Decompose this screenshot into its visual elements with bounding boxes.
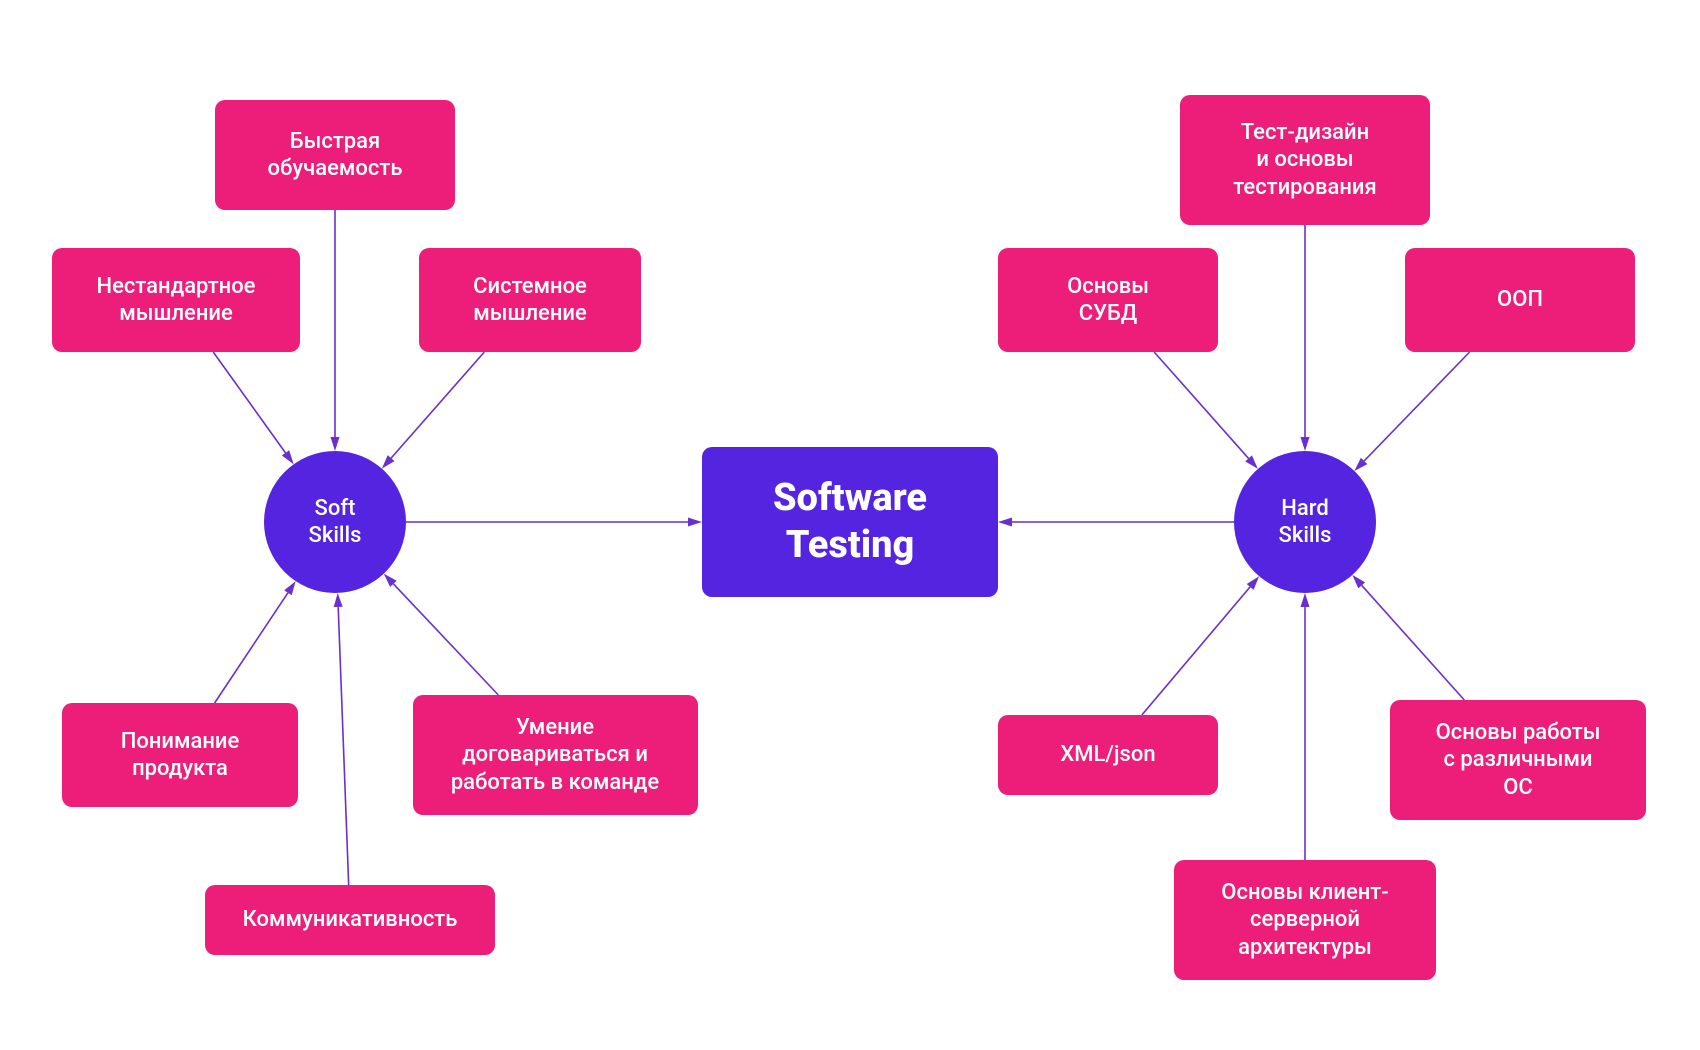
node-hard: Hard Skills	[1234, 451, 1376, 593]
edge-arrowhead	[282, 450, 294, 464]
node-label: Понимание продукта	[109, 722, 252, 789]
node-s_system: Системное мышление	[419, 248, 641, 352]
node-label: Основы СУБД	[1055, 267, 1161, 334]
node-h_xmljson: XML/json	[998, 715, 1218, 795]
edge-line	[393, 584, 498, 695]
node-label: Software Testing	[761, 469, 939, 576]
node-s_product: Понимание продукта	[62, 703, 298, 807]
node-s_comm: Коммуникативность	[205, 885, 495, 955]
node-label: Коммуникативность	[231, 900, 470, 940]
node-h_clientsrv: Основы клиент- серверной архитектуры	[1174, 860, 1436, 980]
node-s_fastlearn: Быстрая обучаемость	[215, 100, 455, 210]
node-label: Умение договариваться и работать в коман…	[439, 708, 671, 803]
edge-arrowhead	[331, 437, 340, 451]
edge-arrowhead	[284, 581, 296, 595]
node-label: ООП	[1485, 280, 1555, 320]
node-label: Быстрая обучаемость	[256, 122, 415, 189]
node-soft: Soft Skills	[264, 451, 406, 593]
edge-arrowhead	[1354, 458, 1367, 471]
edge-arrowhead	[1247, 576, 1259, 590]
edge-arrowhead	[384, 574, 397, 587]
node-h_dbms: Основы СУБД	[998, 248, 1218, 352]
node-label: Системное мышление	[461, 267, 599, 334]
node-label: Нестандартное мышление	[85, 267, 268, 334]
node-label: Soft Skills	[297, 489, 374, 556]
edge-arrowhead	[1301, 437, 1310, 451]
edge-line	[1142, 587, 1250, 715]
diagram-canvas: Software Testing Soft Skills Hard Skills Бы…	[0, 0, 1700, 1050]
node-h_oop: ООП	[1405, 248, 1635, 352]
node-h_os: Основы работы с различными ОС	[1390, 700, 1646, 820]
node-center: Software Testing	[702, 447, 998, 597]
edge-line	[1364, 352, 1470, 461]
node-s_team: Умение договариваться и работать в коман…	[413, 695, 698, 815]
node-label: Основы клиент- серверной архитектуры	[1209, 873, 1400, 968]
edge-arrowhead	[1301, 593, 1310, 607]
edge-arrowhead	[334, 593, 343, 607]
edge-line	[1362, 585, 1465, 700]
edge-arrowhead	[688, 518, 702, 527]
node-label: XML/json	[1048, 735, 1167, 775]
edge-line	[215, 593, 288, 703]
edge-arrowhead	[998, 518, 1012, 527]
edge-arrowhead	[1245, 455, 1258, 468]
node-label: Основы работы с различными ОС	[1424, 713, 1613, 808]
edge-line	[1154, 352, 1248, 458]
edge-line	[391, 352, 484, 458]
edge-line	[213, 352, 285, 453]
edge-arrowhead	[1352, 575, 1365, 588]
edge-arrowhead	[382, 455, 395, 468]
node-label: Тест-дизайн и основы тестирования	[1221, 113, 1388, 208]
node-h_testdesign: Тест-дизайн и основы тестирования	[1180, 95, 1430, 225]
node-label: Hard Skills	[1267, 489, 1344, 556]
edge-line	[338, 607, 348, 885]
node-s_creative: Нестандартное мышление	[52, 248, 300, 352]
